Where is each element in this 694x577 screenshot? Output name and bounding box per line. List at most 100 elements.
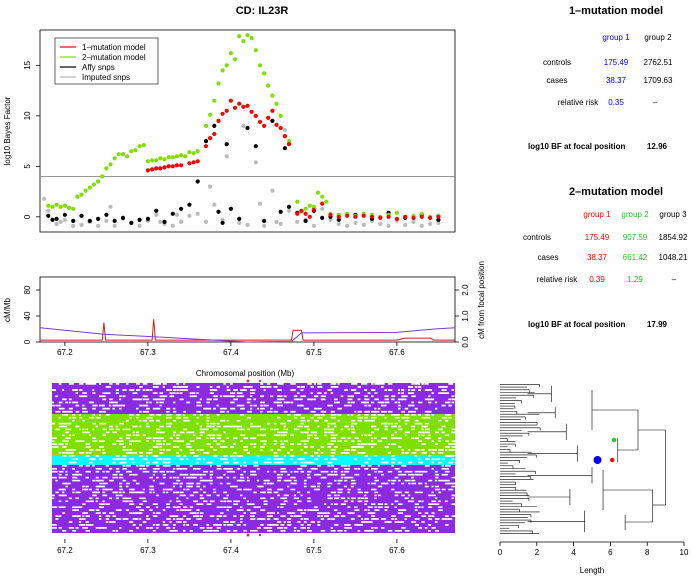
bf-point-2-mutation-model [303, 206, 308, 211]
haplotype-gap [250, 395, 253, 398]
haplotype-gap [125, 482, 130, 485]
haplotype-gap [327, 482, 333, 485]
haplotype-gap [283, 431, 288, 434]
haplotype-gap [418, 386, 422, 388]
haplotype-gap [136, 434, 140, 437]
haplotype-gap [78, 383, 84, 385]
haplotype-gap [216, 422, 220, 425]
haplotype-gap [226, 386, 229, 388]
haplotype-gap [273, 458, 279, 461]
haplotype-gap [411, 414, 416, 416]
haplotype-gap [109, 468, 113, 470]
haplotype-gap [95, 491, 100, 494]
haplotype-gap [303, 461, 308, 464]
haplotype-gap [344, 389, 348, 391]
haplotype-gap [330, 470, 334, 473]
haplotype-gap [256, 479, 259, 482]
haplotype-gap [142, 410, 148, 413]
haplotype-gap [337, 488, 343, 491]
haplotype-gap [209, 470, 214, 473]
haplotype-gap [146, 470, 150, 473]
haplotype-gap [381, 410, 385, 413]
haplotype-gap [176, 386, 181, 388]
haplotype-gap [109, 401, 114, 404]
haplotype-gap [203, 479, 208, 482]
haplotype-gap [397, 392, 401, 394]
haplotype-gap [203, 407, 209, 410]
haplotype-gap [82, 485, 86, 488]
haplotype-gap [172, 468, 176, 470]
haplotype-gap [179, 518, 184, 520]
haplotype-gap [169, 389, 172, 391]
haplotype-gap [297, 458, 301, 461]
haplotype-gap [196, 473, 200, 476]
haplotype-gap [196, 485, 200, 488]
haplotype-gap [317, 482, 321, 485]
haplotype-gap [176, 389, 180, 391]
haplotype-gap [233, 437, 238, 439]
haplotype-gap [186, 446, 192, 448]
bf-point-2-mutation-model [262, 71, 267, 76]
recomb-left-tick-label: 0 [23, 339, 32, 344]
haplotype-gap [381, 518, 387, 520]
haplotype-gap [448, 414, 452, 416]
haplotype-gap [88, 500, 94, 503]
haplotype-gap [270, 449, 274, 451]
haplotype-gap [199, 512, 204, 514]
haplotype-gap [230, 485, 235, 488]
haplotype-gap [330, 497, 333, 500]
haplotype-gap [78, 389, 83, 391]
haplotype-gap [297, 404, 302, 407]
haplotype-gap [142, 395, 148, 398]
haplotype-gap [297, 392, 300, 394]
haplotype-gap [92, 383, 97, 385]
haplotype-gap [125, 428, 131, 431]
haplotype-gap [303, 440, 309, 442]
haplotype-gap [129, 497, 132, 500]
haplotype-gap [92, 389, 95, 391]
haplotype-gap [404, 434, 407, 437]
haplotype-gap [364, 404, 367, 407]
haplotype-gap [374, 491, 378, 494]
haplotype-gap [68, 428, 72, 431]
haplotype-gap [62, 422, 67, 425]
bf-point-1-mutation-model [179, 163, 184, 168]
haplotype-x-tick-label: 67.2 [57, 546, 73, 555]
haplotype-gap [418, 458, 421, 461]
haplotype-gap [209, 437, 215, 439]
bf-point-2-mutation-model [129, 149, 134, 154]
bf-point-imputed-snps [112, 223, 117, 228]
haplotype-gap [297, 425, 301, 428]
haplotype-gap [206, 419, 210, 422]
haplotype-gap [391, 458, 396, 461]
haplotype-gap [397, 446, 402, 448]
model2-header-group2: group 2 [621, 210, 649, 219]
haplotype-gap [283, 428, 288, 431]
haplotype-gap [263, 443, 267, 445]
haplotype-gap [444, 440, 449, 442]
bf-point-affy-snps [303, 218, 308, 223]
haplotype-gap [179, 389, 183, 391]
haplotype-gap [183, 416, 189, 419]
dendrogram-red-node [610, 457, 615, 463]
haplotype-gap [374, 476, 377, 479]
haplotype-gap [115, 470, 120, 473]
bf-point-imputed-snps [403, 222, 408, 227]
haplotype-gap [253, 530, 258, 532]
haplotype-gap [246, 398, 252, 401]
haplotype-gap [287, 524, 292, 526]
haplotype-gap [404, 416, 410, 419]
haplotype-gap [122, 404, 126, 407]
haplotype-gap [82, 518, 86, 520]
haplotype-gap [401, 521, 405, 523]
haplotype-gap [263, 404, 269, 407]
haplotype-gap [78, 395, 84, 398]
haplotype-gap [112, 521, 116, 523]
haplotype-gap [303, 465, 307, 467]
haplotype-gap [186, 482, 191, 485]
haplotype-gap [82, 395, 88, 398]
haplotype-gap [62, 476, 67, 479]
haplotype-gap [384, 437, 388, 439]
haplotype-gap [384, 416, 387, 419]
haplotype-gap [401, 473, 407, 476]
